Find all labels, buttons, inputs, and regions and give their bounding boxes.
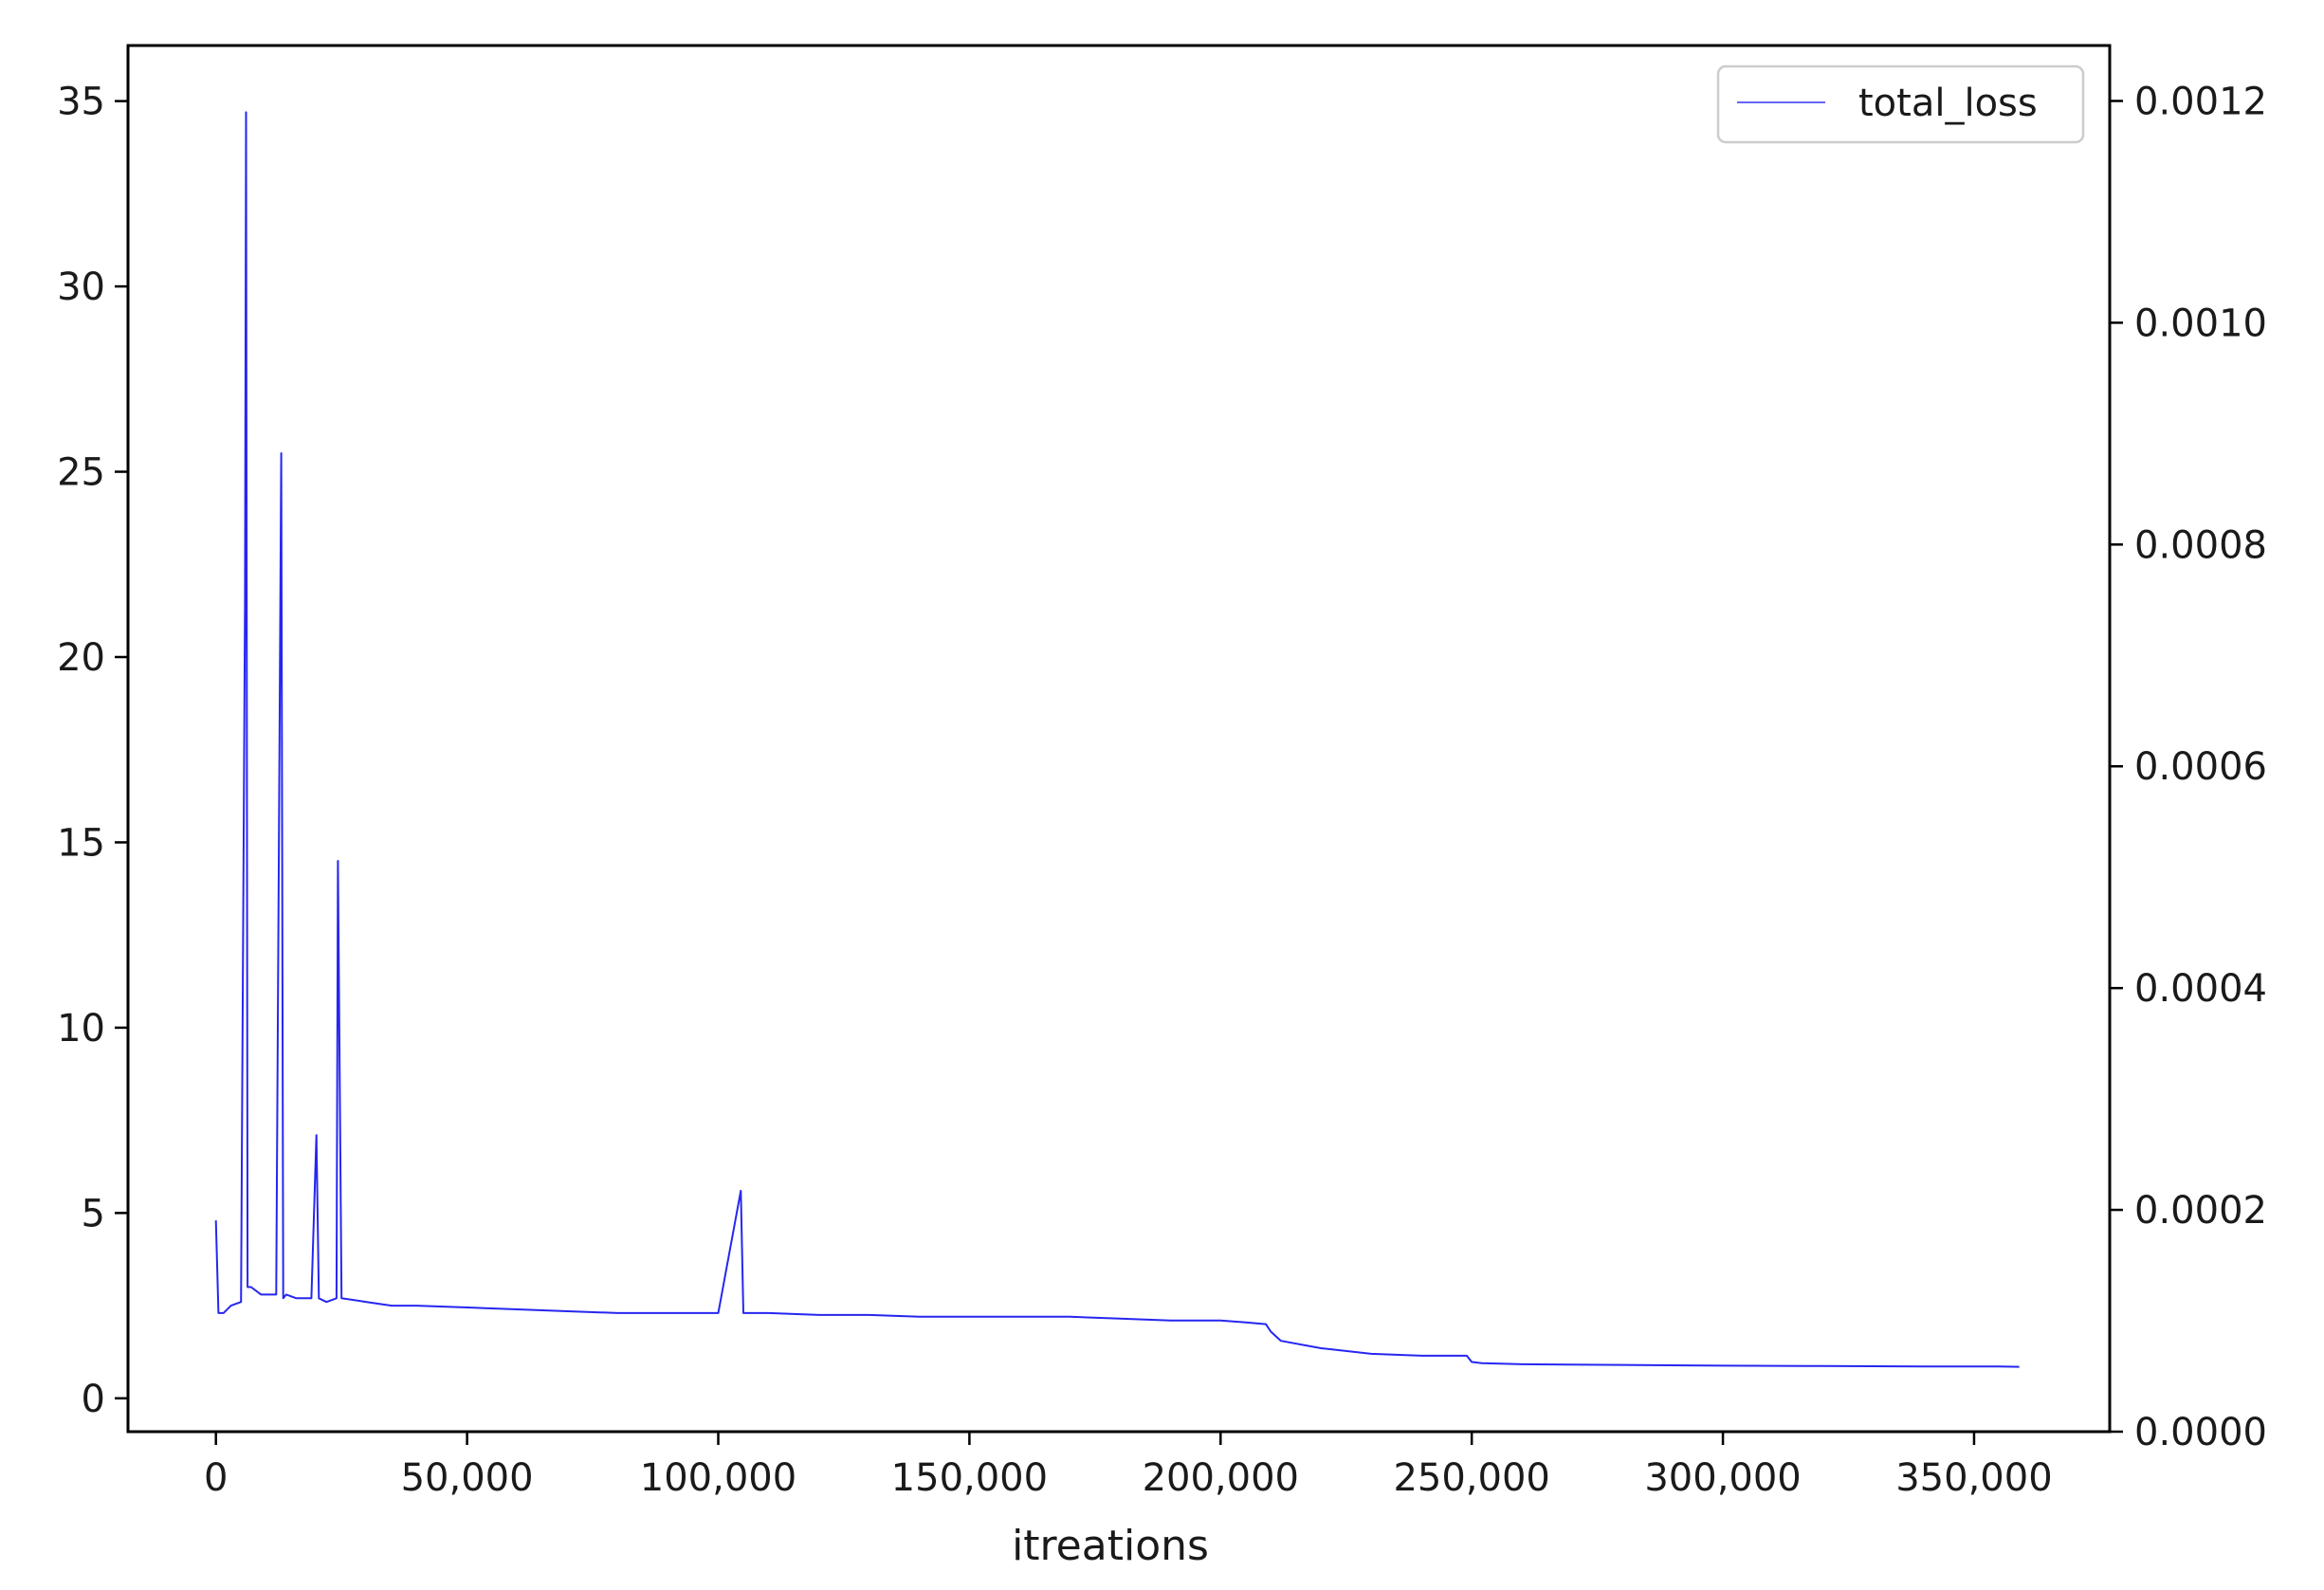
x-tick-label: 0: [204, 1456, 228, 1500]
x-tick-label: 250,000: [1393, 1456, 1549, 1500]
legend-label-total-loss: total_loss: [1858, 82, 2038, 125]
y-tick-label: 35: [57, 81, 105, 124]
y-axis-right: 0.0000 0.0002 0.0004 0.0006 0.0008 0.0010 0.00…: [2110, 80, 2267, 1454]
y-tick-label: 25: [57, 451, 105, 495]
plot-frame: [126, 44, 2112, 1434]
x-tick-label: 300,000: [1644, 1456, 1801, 1500]
series-group: [214, 111, 2020, 1368]
y2-tick-label: 0.0010: [2134, 302, 2267, 345]
y-tick-label: 20: [57, 636, 105, 680]
y-tick-label: 5: [82, 1192, 105, 1235]
legend-box: [1716, 64, 2085, 144]
x-axis: 0 50,000 100,000 150,000 200,000 250,000 300,0…: [204, 1432, 2053, 1500]
x-tick-label: 100,000: [640, 1456, 796, 1500]
plot-area: [128, 46, 2110, 1432]
x-tick-label: 200,000: [1143, 1456, 1299, 1500]
y2-tick-label: 0.0008: [2134, 523, 2267, 567]
y2-tick-label: 0.0004: [2134, 967, 2267, 1011]
x-tick-label: 50,000: [401, 1456, 534, 1500]
y2-tick-label: 0.0000: [2134, 1411, 2267, 1454]
x-tick-label: 350,000: [1895, 1456, 2052, 1500]
x-axis-title: itreations: [1012, 1522, 1209, 1570]
y-tick-label: 0: [82, 1378, 105, 1421]
series-line-total-loss: [214, 111, 2020, 1368]
y2-tick-label: 0.0012: [2134, 80, 2267, 123]
y-axis-left: 0 5 10 15 20 25 30 35: [57, 81, 128, 1421]
y-tick-label: 30: [57, 265, 105, 309]
y2-tick-label: 0.0002: [2134, 1189, 2267, 1233]
y2-tick-label: 0.0006: [2134, 745, 2267, 789]
y-tick-label: 10: [57, 1007, 105, 1051]
y-tick-label: 15: [57, 821, 105, 865]
x-tick-label: 150,000: [891, 1456, 1048, 1500]
legend: total_loss: [1716, 64, 2085, 144]
